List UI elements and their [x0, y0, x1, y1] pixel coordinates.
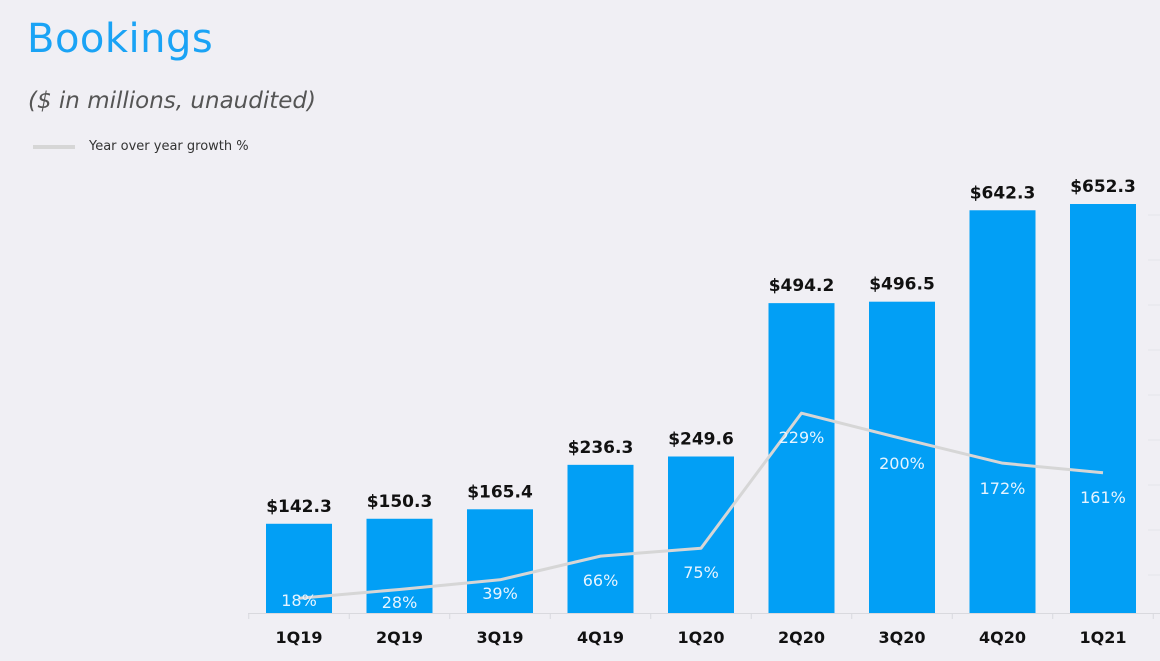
- growth-label: 39%: [482, 584, 518, 603]
- bar-2Q19: [366, 518, 433, 613]
- bar-value-label: $142.3: [266, 497, 332, 517]
- chart-title: Bookings: [27, 16, 214, 62]
- x-tick-label: 1Q21: [1080, 628, 1127, 647]
- bar-value-label: $652.3: [1070, 177, 1136, 197]
- legend-label: Year over year growth %: [89, 139, 249, 154]
- bar-4Q20: [969, 210, 1036, 613]
- growth-label: 75%: [683, 563, 719, 582]
- bar-2Q20: [768, 303, 835, 613]
- growth-label: 200%: [879, 454, 925, 473]
- x-tick-label: 3Q19: [477, 628, 524, 647]
- yoy-growth-line: [298, 411, 1104, 600]
- x-tick-label: 2Q19: [376, 628, 423, 647]
- bar-value-label: $249.6: [668, 430, 734, 450]
- x-tick-label: 2Q20: [778, 628, 825, 647]
- bar-value-label: $642.3: [970, 183, 1036, 203]
- x-tick-label: 4Q19: [577, 628, 624, 647]
- bar-1Q20: [668, 456, 734, 613]
- x-tick-label: 3Q20: [879, 628, 926, 647]
- growth-label: 66%: [583, 571, 619, 590]
- x-tick-label: 1Q20: [678, 628, 725, 647]
- chart-subtitle: ($ in millions, unaudited): [28, 88, 316, 114]
- growth-label: 229%: [779, 428, 825, 447]
- growth-label: 172%: [980, 479, 1026, 498]
- legend: Year over year growth %: [33, 139, 249, 154]
- bar-1Q21: [1070, 204, 1136, 613]
- x-tick-label: 4Q20: [979, 628, 1026, 647]
- bar-value-label: $496.5: [869, 275, 935, 295]
- bar-value-label: $236.3: [568, 438, 634, 458]
- bar-3Q19: [467, 509, 533, 613]
- growth-label: 18%: [281, 591, 317, 610]
- x-tick-label: 1Q19: [276, 628, 323, 647]
- bar-value-label: $150.3: [367, 492, 433, 512]
- bar-3Q20: [869, 301, 935, 613]
- growth-label: 28%: [382, 593, 418, 612]
- bar-4Q19: [567, 464, 634, 613]
- growth-label: 161%: [1080, 488, 1126, 507]
- legend-line-swatch: [33, 144, 75, 149]
- bar-value-label: $165.4: [467, 482, 533, 502]
- bar-value-label: $494.2: [769, 276, 835, 296]
